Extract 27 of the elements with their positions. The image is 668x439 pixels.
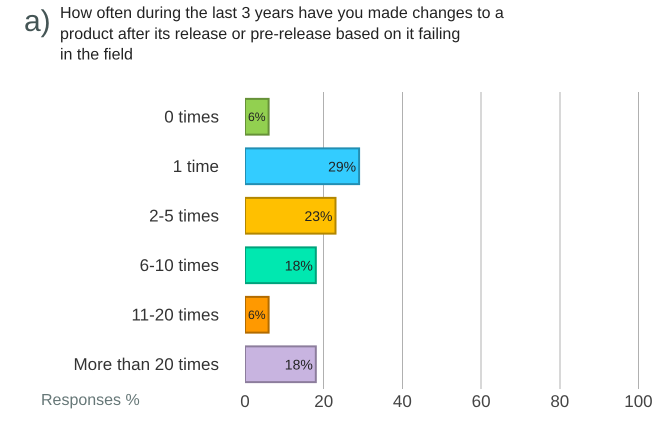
bar xyxy=(245,296,270,334)
bar xyxy=(245,196,336,235)
x-tick-label: 60 xyxy=(472,392,491,411)
y-tick-label: 1 time xyxy=(172,157,219,176)
data-label: 18% xyxy=(284,257,313,274)
data-label: 18% xyxy=(284,356,313,372)
y-tick-label: 0 times xyxy=(164,108,219,127)
bar xyxy=(245,345,317,384)
bar xyxy=(245,147,360,186)
chart-title: How often during the last 3 years have you made changes to a product after its release or pre-release based on it failing in the field xyxy=(60,5,504,64)
data-label: 6% xyxy=(248,308,266,322)
y-tick-label: 6-10 times xyxy=(140,256,219,276)
bar xyxy=(245,98,270,136)
data-label: 23% xyxy=(304,208,332,224)
x-axis-title: Responses % xyxy=(41,392,140,409)
y-tick-label: 2-5 times xyxy=(149,206,219,226)
bar xyxy=(245,246,317,284)
x-tick-label: 0 xyxy=(240,392,250,411)
data-label: 6% xyxy=(248,110,266,124)
data-label: 29% xyxy=(328,158,356,174)
text: a) xyxy=(24,5,51,38)
x-tick-label: 20 xyxy=(314,392,334,411)
x-tick-label: 80 xyxy=(550,392,570,411)
x-tick-label: 40 xyxy=(392,392,412,411)
y-tick-label: More than 20 times xyxy=(73,355,219,374)
y-tick-label: 11-20 times xyxy=(131,306,219,325)
x-tick-label: 100 xyxy=(624,392,653,411)
